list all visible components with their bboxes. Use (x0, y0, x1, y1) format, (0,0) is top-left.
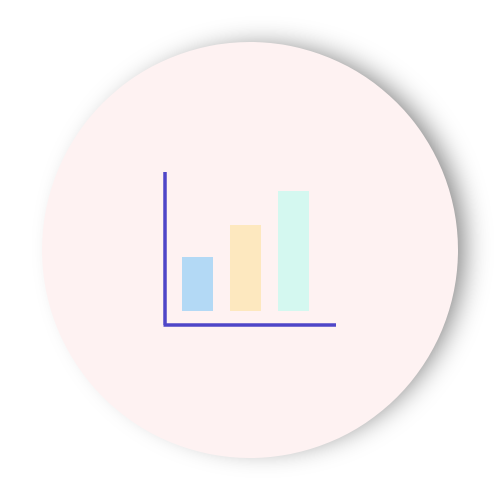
chart-bar-2 (230, 225, 261, 311)
chart-bar-3 (278, 191, 309, 311)
chart-bar-1 (182, 257, 213, 311)
